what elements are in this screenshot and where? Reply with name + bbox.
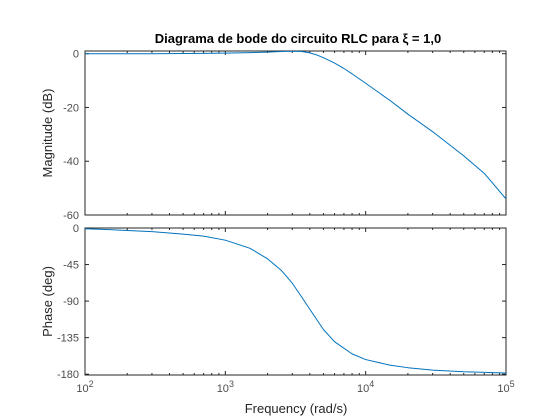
magnitude-y-tick-label: -40 bbox=[63, 156, 79, 168]
phase-y-axis-label: Phase (deg) bbox=[40, 266, 55, 337]
magnitude-subplot: 0 -20 -40 -60 Magnitude (dB) bbox=[40, 49, 507, 222]
phase-y-tick-label: -180 bbox=[57, 369, 79, 381]
magnitude-y-axis-label: Magnitude (dB) bbox=[40, 89, 55, 178]
phase-y-tick-label: -90 bbox=[63, 296, 79, 308]
x-tick-label: 104 bbox=[357, 379, 374, 395]
magnitude-series-line bbox=[85, 51, 506, 200]
x-tick-label: 105 bbox=[497, 379, 514, 395]
magnitude-axes-box bbox=[84, 50, 507, 216]
phase-axes-box bbox=[84, 227, 507, 376]
magnitude-y-tick-label: -20 bbox=[63, 102, 79, 114]
x-axis-label: Frequency (rad/s) bbox=[245, 401, 348, 416]
chart-title: Diagrama de bode do circuito RLC para ξ … bbox=[155, 31, 441, 46]
phase-y-tick-label: 0 bbox=[73, 223, 79, 235]
x-tick-label: 103 bbox=[217, 379, 234, 395]
x-tick-label: 102 bbox=[76, 379, 93, 395]
magnitude-y-tick-label: -60 bbox=[63, 210, 79, 222]
magnitude-y-tick-label: 0 bbox=[73, 49, 79, 61]
phase-series-line bbox=[85, 228, 506, 374]
phase-y-tick-label: -45 bbox=[63, 260, 79, 272]
phase-y-tick-label: -135 bbox=[57, 333, 79, 345]
